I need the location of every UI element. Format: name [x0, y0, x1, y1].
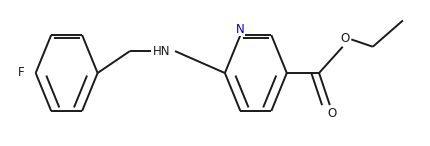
Text: HN: HN [154, 45, 171, 58]
Text: F: F [18, 66, 25, 80]
Text: O: O [340, 32, 350, 45]
Text: N: N [236, 23, 245, 36]
Text: O: O [327, 107, 337, 120]
